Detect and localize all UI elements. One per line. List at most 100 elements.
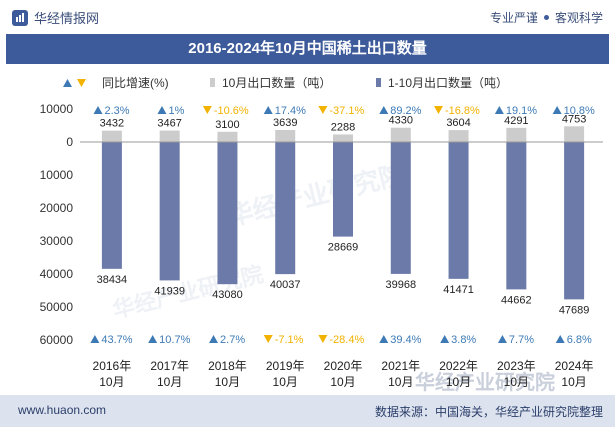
data-label-cumulative: 39968: [385, 279, 416, 291]
monthly-up-triangle-icon: [93, 106, 103, 114]
footer-source: 数据来源：中国海关，华经产业研究院整理: [374, 405, 603, 419]
x-tick-label-month: 10月: [561, 375, 586, 389]
x-tick-label-year: 2018年: [208, 359, 247, 373]
x-tick-label-year: 2020年: [324, 359, 363, 373]
cumulative-growth-label: 7.7%: [509, 334, 534, 346]
x-tick-label-month: 10月: [388, 375, 413, 389]
x-tick-label-year: 2023年: [497, 359, 536, 373]
tagline-right: 客观科学: [554, 11, 603, 25]
legend-monthly-label: 10月出口数量（吨）: [222, 75, 331, 90]
brand-name: 华经情报网: [34, 11, 100, 26]
x-tick-label-month: 10月: [273, 375, 298, 389]
bar-monthly: [217, 131, 238, 142]
cumulative-down-triangle-icon: [263, 335, 273, 343]
monthly-growth-label: -37.1%: [329, 105, 364, 117]
data-label-cumulative: 44662: [501, 294, 532, 306]
bar-cumulative: [217, 142, 238, 285]
cumulative-up-triangle-icon: [209, 335, 219, 343]
bar-monthly: [506, 127, 527, 142]
x-tick-label-month: 10月: [157, 375, 182, 389]
monthly-up-triangle-icon: [494, 106, 504, 114]
data-label-monthly: 4330: [389, 115, 413, 127]
data-label-monthly: 3100: [215, 119, 239, 131]
bar-cumulative: [101, 142, 122, 269]
tagline: 专业严谨 客观科学: [490, 9, 603, 26]
data-label-cumulative: 41939: [154, 285, 185, 297]
bar-cumulative: [275, 142, 296, 275]
monthly-down-triangle-icon: [433, 106, 443, 114]
monthly-up-triangle-icon: [263, 106, 273, 114]
data-label-monthly: 3467: [157, 118, 181, 130]
y-tick-label: 10000: [40, 102, 74, 116]
monthly-growth-label: 17.4%: [275, 105, 306, 117]
y-tick-label: 20000: [40, 201, 74, 215]
huajing-logo-icon: [12, 9, 28, 26]
x-tick-label-month: 10月: [215, 375, 240, 389]
cumulative-growth-label: 43.7%: [101, 334, 132, 346]
monthly-down-triangle-icon: [202, 106, 212, 114]
bar-monthly: [275, 129, 296, 142]
legend-up-triangle-icon: [63, 79, 72, 87]
monthly-down-triangle-icon: [318, 106, 328, 114]
cumulative-up-triangle-icon: [555, 335, 565, 343]
footer: www.huaon.com 数据来源：中国海关，华经产业研究院整理: [0, 395, 615, 427]
monthly-growth-label: 19.1%: [506, 105, 537, 117]
x-tick-label-month: 10月: [99, 375, 124, 389]
monthly-growth-label: -10.6%: [214, 105, 249, 117]
data-label-monthly: 3604: [446, 117, 470, 129]
cumulative-up-triangle-icon: [497, 335, 507, 343]
bar-monthly: [390, 127, 411, 142]
cumulative-up-triangle-icon: [90, 335, 100, 343]
x-tick-label-month: 10月: [330, 375, 355, 389]
legend-cumulative-swatch: [376, 78, 381, 87]
monthly-up-triangle-icon: [379, 106, 389, 114]
data-label-cumulative: 38434: [97, 274, 128, 286]
legend-down-triangle-icon: [77, 79, 86, 87]
x-tick-label-year: 2017年: [150, 359, 189, 373]
top-bar: 华经情报网 专业严谨 客观科学: [0, 0, 615, 34]
chart-title: 2016-2024年10月中国稀土出口数量: [6, 34, 609, 64]
monthly-growth-label: 10.8%: [564, 105, 595, 117]
x-tick-label-month: 10月: [504, 375, 529, 389]
monthly-growth-label: 2.3%: [104, 105, 129, 117]
data-label-cumulative: 43080: [212, 289, 243, 301]
x-tick-label-year: 2021年: [381, 359, 420, 373]
y-tick-label: 10000: [40, 168, 74, 182]
watermark-corner: 华经产业研究院: [415, 370, 555, 394]
data-label-cumulative: 47689: [559, 304, 590, 316]
monthly-growth-label: 1%: [168, 105, 184, 117]
bar-cumulative: [333, 142, 353, 237]
x-tick-label-year: 2022年: [439, 359, 478, 373]
y-tick-label: 0: [66, 135, 73, 149]
x-tick-label-month: 10月: [446, 375, 471, 389]
cumulative-up-triangle-icon: [379, 335, 389, 343]
cumulative-growth-label: 10.7%: [159, 334, 190, 346]
monthly-up-triangle-icon: [552, 106, 562, 114]
data-label-cumulative: 28669: [328, 242, 359, 254]
monthly-growth-label: -16.8%: [445, 105, 480, 117]
y-tick-label: 30000: [40, 234, 74, 248]
watermark-center: 华经产业研究院: [224, 159, 408, 232]
x-tick-label-year: 2024年: [555, 359, 594, 373]
cumulative-growth-label: 2.7%: [220, 334, 245, 346]
data-label-cumulative: 41471: [443, 284, 474, 296]
bar-monthly: [564, 126, 585, 142]
bar-monthly: [159, 130, 180, 142]
footer-website[interactable]: www.huaon.com: [18, 403, 107, 417]
x-tick-label-year: 2016年: [93, 359, 132, 373]
brand[interactable]: 华经情报网: [12, 8, 99, 27]
data-label-monthly: 3432: [100, 118, 124, 130]
x-tick-label-year: 2019年: [266, 359, 305, 373]
y-tick-label: 50000: [40, 300, 74, 314]
data-label-monthly: 2288: [331, 121, 355, 133]
cumulative-up-triangle-icon: [148, 335, 158, 343]
separator-dot-icon: [543, 15, 549, 21]
cumulative-up-triangle-icon: [440, 335, 450, 343]
bar-cumulative: [506, 142, 527, 290]
monthly-up-triangle-icon: [157, 106, 167, 114]
bar-cumulative: [159, 142, 180, 281]
data-label-monthly: 4753: [562, 113, 586, 125]
cumulative-growth-label: 6.8%: [567, 334, 592, 346]
bar-monthly: [448, 130, 469, 142]
